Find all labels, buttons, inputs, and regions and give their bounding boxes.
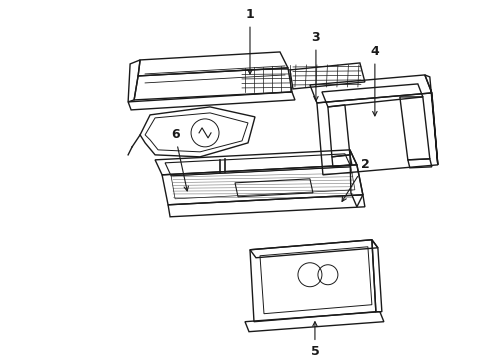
Text: 6: 6	[171, 129, 189, 191]
Text: 1: 1	[245, 9, 254, 74]
Text: 5: 5	[311, 322, 319, 358]
Text: 2: 2	[342, 158, 369, 201]
Text: 4: 4	[370, 45, 379, 116]
Text: 3: 3	[312, 31, 320, 101]
